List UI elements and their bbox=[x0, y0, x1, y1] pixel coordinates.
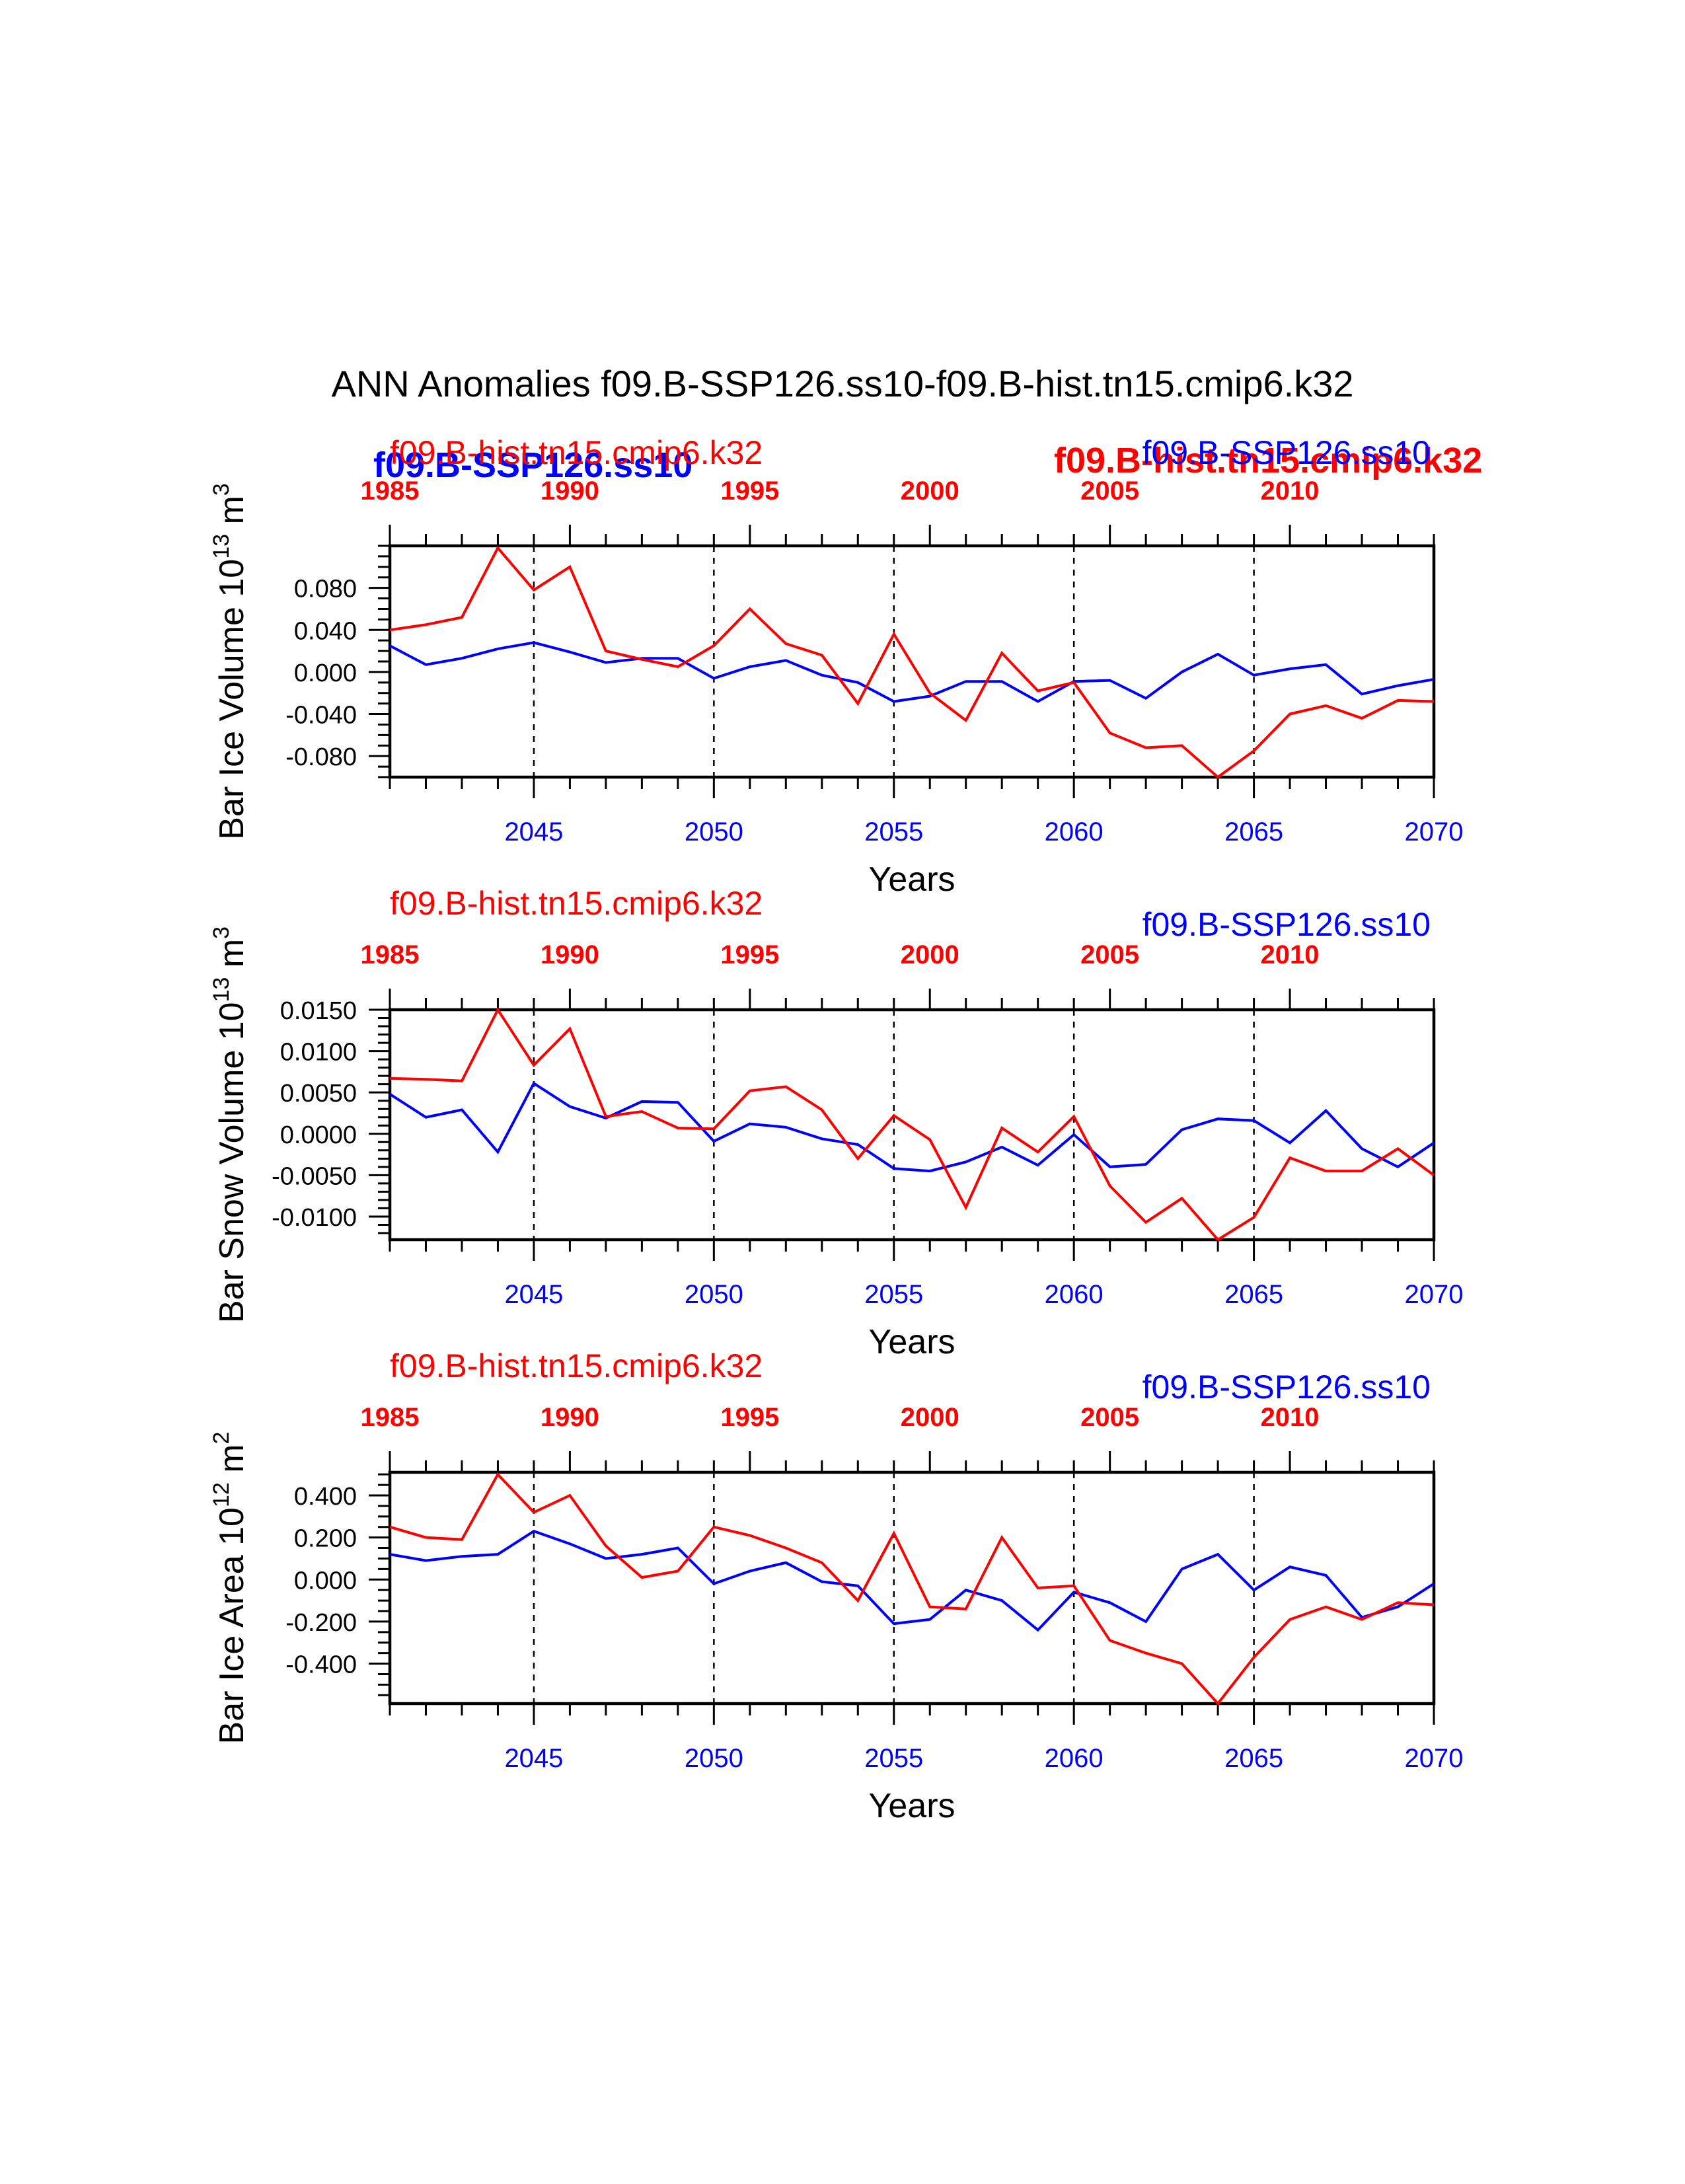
plot-frame bbox=[388, 1470, 1436, 1706]
x-bottom-tick-label: 2060 bbox=[1045, 1280, 1104, 1309]
y-tick-label: 0.0050 bbox=[280, 1080, 357, 1108]
x-axis-title: Years bbox=[868, 1323, 955, 1361]
series-line-hist bbox=[389, 1006, 1435, 1242]
x-top-tick-label: 2010 bbox=[1261, 940, 1320, 969]
y-tick-label: 0.400 bbox=[294, 1483, 357, 1511]
series-line-ssp bbox=[389, 1081, 1435, 1173]
y-axis-title-part: Bar Ice Volume 10 bbox=[213, 559, 251, 840]
x-axis-title: Years bbox=[868, 1787, 955, 1825]
x-top-tick-label: 1985 bbox=[361, 476, 420, 506]
y-axis-title-superscript: 3 bbox=[209, 926, 234, 939]
x-bottom-tick-label: 2070 bbox=[1405, 817, 1464, 847]
x-bottom-tick-label: 2050 bbox=[685, 1280, 743, 1309]
y-tick-label: 0.000 bbox=[294, 1567, 357, 1595]
x-bottom-tick-label: 2065 bbox=[1224, 1280, 1283, 1309]
series-line-ssp bbox=[389, 641, 1435, 703]
y-axis-title: Bar Ice Area 1012 m2 bbox=[209, 1432, 251, 1745]
x-top-tick-label: 1990 bbox=[541, 1403, 599, 1432]
x-top-tick-label: 1990 bbox=[541, 476, 599, 506]
y-tick-label: -0.400 bbox=[285, 1651, 357, 1679]
x-top-tick-label: 2000 bbox=[901, 476, 959, 506]
x-bottom-tick-label: 2070 bbox=[1405, 1744, 1464, 1773]
x-bottom-tick-label: 2060 bbox=[1045, 1744, 1104, 1773]
chart-panel-2: 0.0150 0.0100 0.0050 0.0000 -0.0050 -0.0100 20… bbox=[209, 885, 1463, 1361]
x-bottom-tick-label: 2045 bbox=[504, 817, 563, 847]
y-tick-label: 0.080 bbox=[294, 576, 357, 603]
x-top-tick-label: 2000 bbox=[901, 940, 959, 969]
x-top-tick-label: 2005 bbox=[1080, 940, 1139, 969]
x-top-tick-label: 1985 bbox=[361, 1403, 420, 1432]
x-bottom-tick-label: 2070 bbox=[1405, 1280, 1464, 1309]
x-top-tick-label: 1990 bbox=[541, 940, 599, 969]
y-tick-label: -0.080 bbox=[285, 743, 357, 771]
y-axis-title-part: m bbox=[213, 939, 251, 977]
page-title: ANN Anomalies f09.B-SSP126.ss10-f09.B-hi… bbox=[332, 363, 1354, 404]
x-top-tick-label: 1995 bbox=[720, 940, 779, 969]
ssp-series-label: f09.B-SSP126.ss10 bbox=[1142, 434, 1431, 471]
hist-series-label: f09.B-hist.tn15.cmip6.k32 bbox=[390, 1347, 763, 1384]
x-bottom-tick-label: 2055 bbox=[864, 817, 923, 847]
x-bottom-tick-label: 2045 bbox=[504, 1744, 563, 1773]
y-axis-title-superscript: 12 bbox=[209, 1482, 234, 1507]
x-bottom-tick-label: 2055 bbox=[864, 1280, 923, 1309]
x-bottom-tick-label: 2045 bbox=[504, 1280, 563, 1309]
y-tick-label: 0.200 bbox=[294, 1525, 357, 1553]
y-axis-title: Bar Snow Volume 1013 m3 bbox=[209, 926, 251, 1323]
x-top-tick-label: 1995 bbox=[720, 476, 779, 506]
x-bottom-tick-label: 2060 bbox=[1045, 817, 1104, 847]
chart-panel-1: 0.080 0.040 0.000 -0.040 -0.080 2045 2050 2055 2… bbox=[209, 434, 1463, 899]
x-top-tick-label: 2000 bbox=[901, 1403, 959, 1432]
x-bottom-tick-label: 2065 bbox=[1224, 817, 1283, 847]
y-axis-title-part: Bar Snow Volume 10 bbox=[213, 1002, 251, 1323]
x-top-tick-label: 1995 bbox=[720, 1403, 779, 1432]
y-axis-title-superscript: 13 bbox=[209, 977, 234, 1002]
ssp-series-label: f09.B-SSP126.ss10 bbox=[1142, 1369, 1431, 1406]
y-axis-title: Bar Ice Volume 1013 m3 bbox=[209, 483, 251, 839]
y-tick-label: 0.0100 bbox=[280, 1039, 357, 1067]
x-bottom-tick-label: 2055 bbox=[864, 1744, 923, 1773]
y-tick-label: 0.040 bbox=[294, 617, 357, 645]
hist-series-label: f09.B-hist.tn15.cmip6.k32 bbox=[390, 434, 763, 471]
y-tick-label: -0.0050 bbox=[272, 1162, 357, 1190]
x-top-tick-label: 2010 bbox=[1261, 1403, 1320, 1432]
panels-group: 0.080 0.040 0.000 -0.040 -0.080 2045 2050 2055 2… bbox=[209, 434, 1463, 1825]
y-tick-label: -0.0100 bbox=[272, 1204, 357, 1232]
x-bottom-tick-label: 2050 bbox=[685, 1744, 743, 1773]
x-bottom-tick-label: 2065 bbox=[1224, 1744, 1283, 1773]
y-tick-label: 0.0150 bbox=[280, 997, 357, 1025]
y-tick-label: -0.040 bbox=[285, 702, 357, 730]
hist-series-label: f09.B-hist.tn15.cmip6.k32 bbox=[390, 885, 763, 922]
x-top-tick-label: 2005 bbox=[1080, 1403, 1139, 1432]
series-line-ssp bbox=[389, 1529, 1435, 1632]
y-axis-title-superscript: 13 bbox=[209, 534, 234, 559]
plot-frame bbox=[388, 1008, 1436, 1242]
x-top-tick-label: 2010 bbox=[1261, 476, 1320, 506]
series-line-hist bbox=[389, 545, 1435, 779]
ssp-series-label: f09.B-SSP126.ss10 bbox=[1142, 906, 1431, 943]
x-axis-title: Years bbox=[868, 860, 955, 899]
y-tick-label: 0.0000 bbox=[280, 1121, 357, 1149]
overlap-ssp-bold-label: f09.B-SSP126.ss10 bbox=[373, 445, 693, 485]
y-axis-title-part: m bbox=[213, 496, 251, 534]
overlap-hist-bold-label: f09.B-hist.tn15.cmip6.k32 bbox=[1054, 441, 1482, 480]
x-top-tick-label: 1985 bbox=[361, 940, 420, 969]
x-bottom-tick-label: 2050 bbox=[685, 817, 743, 847]
y-axis-title-superscript: 3 bbox=[209, 483, 234, 496]
y-axis-title-part: m bbox=[213, 1444, 251, 1482]
x-top-tick-label: 2005 bbox=[1080, 476, 1139, 506]
chart-panel-3: 0.400 0.200 0.000 -0.200 -0.400 2045 2050 2055 2… bbox=[209, 1347, 1463, 1825]
series-line-hist bbox=[389, 1472, 1435, 1706]
y-axis-title-part: Bar Ice Area 10 bbox=[213, 1507, 251, 1744]
y-axis-title-superscript: 2 bbox=[209, 1432, 234, 1445]
y-tick-label: 0.000 bbox=[294, 659, 357, 687]
y-tick-label: -0.200 bbox=[285, 1609, 357, 1637]
